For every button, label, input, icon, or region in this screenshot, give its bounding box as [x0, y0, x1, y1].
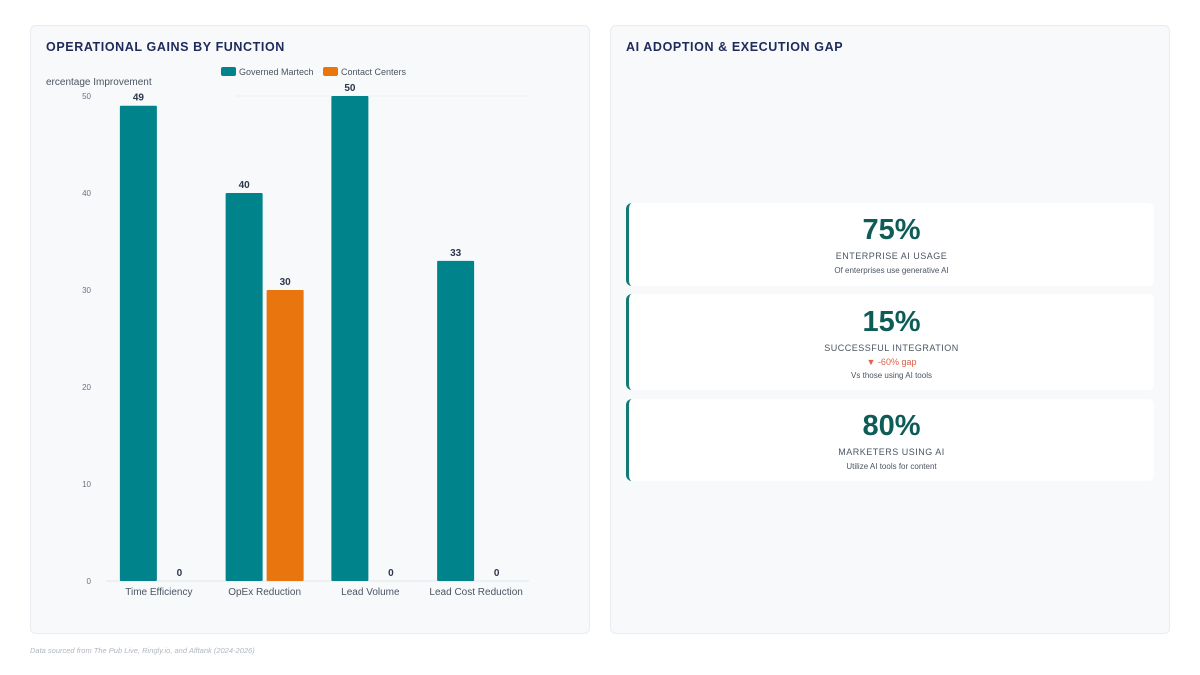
stat-card-enterprise-usage: 75% ENTERPRISE AI USAGE Of enterprises u…: [626, 203, 1154, 286]
y-tick-label: 10: [82, 480, 91, 489]
stat-card-marketers-using-ai: 80% MARKETERS USING AI Utilize AI tools …: [626, 399, 1154, 481]
data-label: 33: [450, 248, 462, 259]
legend-label: Contact Centers: [341, 67, 407, 77]
y-tick-label: 0: [87, 577, 92, 586]
bar: [331, 96, 369, 581]
operational-gains-panel: ercentage Improvement 0 10 20 30 40 50 Governed…: [30, 25, 590, 634]
legend-swatch: [323, 67, 338, 76]
data-label: 0: [177, 568, 183, 579]
x-tick-label: OpEx Reduction: [228, 587, 301, 598]
legend-label: Governed Martech: [239, 67, 314, 77]
data-label: 30: [280, 277, 292, 288]
data-label: 40: [239, 180, 251, 191]
data-label: 50: [344, 83, 356, 94]
chart-title: OPERATIONAL GAINS BY FUNCTION: [46, 40, 285, 54]
y-axis-label: ercentage Improvement: [46, 77, 152, 88]
x-tick-label: Time Efficiency: [125, 587, 192, 598]
y-tick-label: 50: [82, 92, 91, 101]
ai-adoption-panel: AI ADOPTION & EXECUTION GAP 75% ENTERPRI…: [610, 25, 1170, 634]
stat-card-successful-integration: 15% SUCCESSFUL INTEGRATION ▼ -60% gap Vs…: [626, 294, 1154, 390]
bar-chart: ercentage Improvement 0 10 20 30 40 50 Governed…: [46, 67, 529, 598]
bar: [266, 290, 304, 581]
data-label: 0: [494, 568, 500, 579]
stat-label: ENTERPRISE AI USAGE: [835, 251, 948, 261]
adoption-title: AI ADOPTION & EXECUTION GAP: [626, 40, 844, 54]
x-tick-label: Lead Volume: [341, 587, 400, 598]
y-tick-label: 20: [82, 383, 91, 392]
bar: [119, 105, 157, 581]
data-label: 49: [133, 93, 145, 104]
stat-value: 15%: [862, 306, 921, 338]
bar: [225, 193, 263, 581]
stat-description: Of enterprises use generative AI: [834, 266, 949, 275]
data-label: 0: [388, 568, 394, 579]
data-source-footnote: Data sourced from The Pub Live, Ringly.i…: [30, 646, 255, 655]
stat-description: Vs those using AI tools: [851, 371, 932, 380]
y-tick-label: 40: [82, 189, 91, 198]
stat-label: SUCCESSFUL INTEGRATION: [824, 343, 959, 353]
bar: [437, 260, 475, 581]
legend-swatch: [221, 67, 236, 76]
y-tick-label: 30: [82, 286, 91, 295]
stat-value: 80%: [862, 410, 921, 442]
stat-value: 75%: [862, 214, 921, 246]
x-tick-label: Lead Cost Reduction: [429, 587, 522, 598]
stat-label: MARKETERS USING AI: [838, 447, 945, 457]
gap-indicator: ▼ -60% gap: [866, 357, 917, 367]
stat-description: Utilize AI tools for content: [846, 462, 937, 471]
